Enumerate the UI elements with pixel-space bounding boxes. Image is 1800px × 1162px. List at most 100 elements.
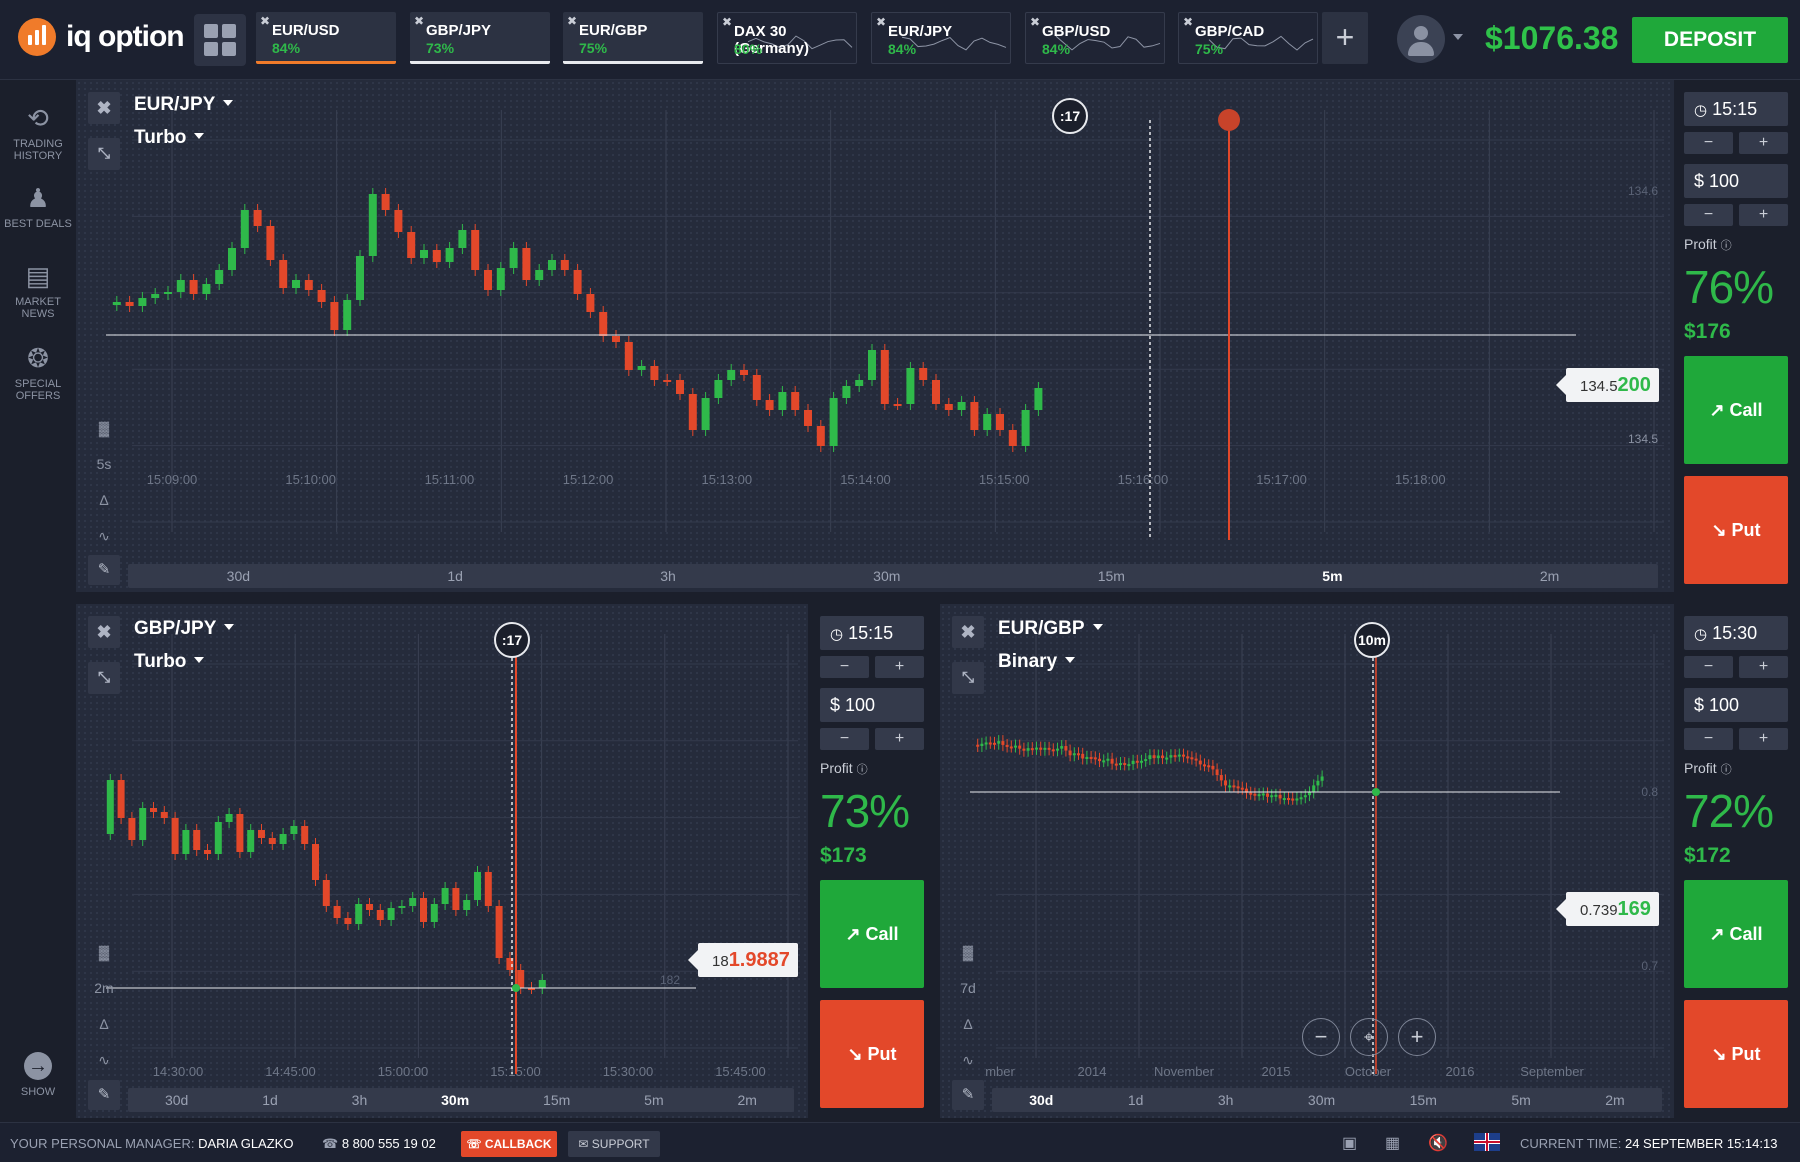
- callback-button[interactable]: ☏ CALLBACK: [461, 1131, 557, 1157]
- mode-selector[interactable]: Turbo: [134, 127, 204, 149]
- increment-button[interactable]: +: [875, 728, 924, 750]
- close-tab-icon[interactable]: ✖: [1030, 15, 1041, 29]
- expiry-time-field[interactable]: ◷ 15:15: [1684, 92, 1788, 126]
- asset-tab[interactable]: ✖ GBP/USD 84%: [1025, 12, 1165, 64]
- asset-tab[interactable]: ✖ GBP/JPY 73%: [410, 12, 550, 64]
- put-button[interactable]: ↘ Put: [1684, 1000, 1788, 1108]
- timeframe-option[interactable]: 5m: [1511, 1092, 1531, 1108]
- asset-selector[interactable]: EUR/GBP: [998, 618, 1103, 640]
- indicators-icon[interactable]: ∿: [962, 1052, 974, 1068]
- timeframe-option[interactable]: 3h: [660, 568, 676, 584]
- sidebar-show-button[interactable]: → SHOW: [0, 1052, 76, 1098]
- timeframe-option[interactable]: 30m: [873, 568, 901, 584]
- pen-icon[interactable]: ✎: [88, 1080, 120, 1110]
- amount-field[interactable]: $ 100: [820, 688, 924, 722]
- info-icon[interactable]: ⓘ: [1720, 764, 1732, 776]
- indicators-icon[interactable]: ∿: [98, 1052, 110, 1068]
- call-button[interactable]: ↗ Call: [820, 880, 924, 988]
- interval-selector[interactable]: 5s: [96, 456, 112, 472]
- chevron-down-icon[interactable]: [1453, 34, 1463, 40]
- decrement-button[interactable]: −: [820, 728, 869, 750]
- increment-button[interactable]: +: [1739, 656, 1788, 678]
- close-tab-icon[interactable]: ✖: [260, 14, 271, 28]
- drawing-tools-icon[interactable]: ∆: [963, 1016, 973, 1032]
- close-tab-icon[interactable]: ✖: [1183, 15, 1194, 29]
- timeframe-option[interactable]: 3h: [1217, 1092, 1234, 1108]
- timeframe-option[interactable]: 30m: [1307, 1092, 1336, 1108]
- expiry-time-field[interactable]: ◷ 15:15: [820, 616, 924, 650]
- candlestick-chart[interactable]: 0.8 0.7 mber 2014 November 2015 October 2016 Sep…: [940, 604, 1674, 1118]
- put-button[interactable]: ↘ Put: [1684, 476, 1788, 584]
- amount-field[interactable]: $ 100: [1684, 164, 1788, 198]
- sidebar-item-market-news[interactable]: ▤ MARKET NEWS: [0, 262, 76, 320]
- increment-button[interactable]: +: [1739, 728, 1788, 750]
- timeframe-option[interactable]: 1d: [1127, 1092, 1144, 1108]
- pen-icon[interactable]: ✎: [952, 1080, 984, 1110]
- collapse-chart-button[interactable]: ⤡: [88, 662, 120, 694]
- info-icon[interactable]: ⓘ: [856, 764, 868, 776]
- avatar[interactable]: [1397, 15, 1445, 63]
- mode-selector[interactable]: Binary: [998, 651, 1075, 673]
- timeframe-option[interactable]: 2m: [1539, 568, 1560, 584]
- timeframe-option[interactable]: 30d: [1029, 1092, 1054, 1108]
- chart-type-icon[interactable]: ▓: [962, 944, 974, 960]
- sidebar-item-best-deals[interactable]: ♟ BEST DEALS: [0, 184, 76, 230]
- timeframe-option[interactable]: 30d: [226, 568, 251, 584]
- timeframe-option[interactable]: 5m: [644, 1092, 664, 1108]
- timeframe-option[interactable]: 15m: [543, 1092, 571, 1108]
- candlestick-chart[interactable]: 134.6 134.5 15:09:00 15:10:00 15:11:00 15:12:…: [76, 80, 1674, 592]
- call-button[interactable]: ↗ Call: [1684, 356, 1788, 464]
- candlestick-chart[interactable]: 18214:30:0014:45:0015:00:0015:15:0015:30…: [76, 604, 808, 1118]
- timeframe-option[interactable]: 15m: [1097, 568, 1125, 584]
- expiry-time-field[interactable]: ◷ 15:30: [1684, 616, 1788, 650]
- timeframe-option[interactable]: 1d: [447, 568, 463, 584]
- drawing-tools-icon[interactable]: ∆: [99, 492, 109, 508]
- close-chart-button[interactable]: ✖: [952, 616, 984, 648]
- info-icon[interactable]: ⓘ: [1720, 240, 1732, 252]
- support-button[interactable]: ✉ SUPPORT: [568, 1131, 660, 1157]
- asset-tab[interactable]: ✖ EUR/GBP 75%: [563, 12, 703, 64]
- timeframe-option[interactable]: 30d: [164, 1092, 189, 1108]
- pen-icon[interactable]: ✎: [88, 555, 120, 585]
- interval-selector[interactable]: 2m: [94, 980, 114, 996]
- timeframe-option[interactable]: 1d: [262, 1092, 278, 1108]
- sidebar-item-trading-history[interactable]: ⟲ TRADING HISTORY: [0, 104, 76, 162]
- layout-icon[interactable]: ▣: [1342, 1135, 1358, 1152]
- close-chart-button[interactable]: ✖: [88, 616, 120, 648]
- chart-type-icon[interactable]: ▓: [98, 420, 110, 436]
- timeframe-option[interactable]: 2m: [1605, 1092, 1625, 1108]
- collapse-chart-button[interactable]: ⤡: [952, 662, 984, 694]
- close-chart-button[interactable]: ✖: [88, 92, 120, 124]
- close-tab-icon[interactable]: ✖: [414, 14, 425, 28]
- drawing-tools-icon[interactable]: ∆: [99, 1016, 109, 1032]
- increment-button[interactable]: +: [1739, 132, 1788, 154]
- close-tab-icon[interactable]: ✖: [722, 15, 733, 29]
- asset-tab[interactable]: ✖ DAX 30 (Germany) 80%: [717, 12, 857, 64]
- call-button[interactable]: ↗ Call: [1684, 880, 1788, 988]
- timeframe-option[interactable]: 30m: [441, 1092, 470, 1108]
- layout-grid-button[interactable]: [194, 14, 246, 66]
- collapse-chart-button[interactable]: ⤡: [88, 138, 120, 170]
- chart-view-icon[interactable]: ▦: [1385, 1135, 1401, 1152]
- chart-type-icon[interactable]: ▓: [98, 944, 110, 960]
- decrement-button[interactable]: −: [1684, 728, 1733, 750]
- asset-tab[interactable]: ✖ GBP/CAD 75%: [1178, 12, 1318, 64]
- decrement-button[interactable]: −: [1684, 132, 1733, 154]
- deposit-button[interactable]: DEPOSIT: [1632, 17, 1788, 63]
- indicators-icon[interactable]: ∿: [98, 528, 110, 544]
- timeframe-option[interactable]: 15m: [1409, 1092, 1437, 1108]
- increment-button[interactable]: +: [1739, 204, 1788, 226]
- timeframe-option[interactable]: 3h: [351, 1092, 368, 1108]
- asset-tab[interactable]: ✖ EUR/USD 84%: [256, 12, 396, 64]
- logo[interactable]: iq option: [18, 18, 185, 56]
- sidebar-item-special-offers[interactable]: ❂ SPECIAL OFFERS: [0, 344, 76, 402]
- zoom-out-button[interactable]: −: [1302, 1018, 1340, 1056]
- uk-flag-icon[interactable]: [1474, 1133, 1500, 1151]
- decrement-button[interactable]: −: [820, 656, 869, 678]
- timeframe-option[interactable]: 5m: [1322, 568, 1343, 584]
- put-button[interactable]: ↘ Put: [820, 1000, 924, 1108]
- close-tab-icon[interactable]: ✖: [567, 14, 578, 28]
- asset-selector[interactable]: EUR/JPY: [134, 94, 233, 116]
- mode-selector[interactable]: Turbo: [134, 651, 204, 673]
- timeframe-option[interactable]: 2m: [737, 1092, 757, 1108]
